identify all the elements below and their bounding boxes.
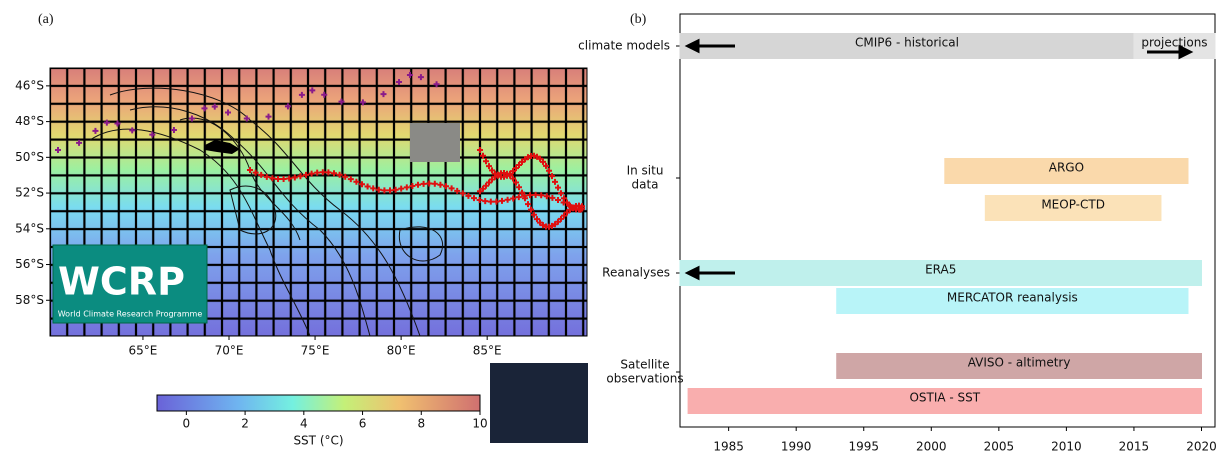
colorbar-tick-label: 0 [183,417,191,431]
y-tick-label: 52°S [15,186,44,200]
colorbar-label: SST (°C) [293,434,343,448]
bar-label: ARGO [1049,161,1084,175]
x-tick-label: 80°E [387,344,416,358]
logo-subtitle: World Climate Research Programme [58,310,203,319]
copernicus-image [490,363,588,443]
x-tick-label: 1995 [848,440,879,454]
group-label: observations [606,372,683,386]
x-tick-label: 75°E [301,344,330,358]
x-tick-label: 65°E [129,344,158,358]
logo-title: WCRP [58,260,185,304]
colorbar-tick-label: 2 [241,417,249,431]
colorbar-tick-label: 10 [472,417,487,431]
figure: (a) (b) WCRP World Climate Research Prog… [0,0,1218,455]
timeline: 1985 1990 1995 2000 2005 2010 2015 2020 climate … [578,14,1217,454]
x-tick-label: 1990 [781,440,812,454]
group-label: In situ [627,164,664,178]
bar-label: MEOP-CTD [1041,198,1105,212]
x-tick-label: 2020 [1186,440,1217,454]
panel-label: (a) [38,12,54,27]
seal-photo [410,123,460,162]
group-label: Satellite [620,358,669,372]
x-tick-label: 2015 [1119,440,1150,454]
bar-label: CMIP6 - historical [855,36,959,50]
colorbar-tick-label: 8 [417,417,425,431]
x-tick-label: 70°E [215,344,244,358]
y-tick-label: 46°S [15,78,44,92]
x-tick-label: 85°E [473,344,502,358]
colorbar-tick-label: 6 [359,417,367,431]
y-tick-label: 54°S [15,221,44,235]
x-tick-label: 2005 [984,440,1015,454]
y-tick-label: 50°S [15,150,44,164]
group-label: climate models [578,39,670,53]
group-label: data [631,178,658,192]
y-tick-label: 48°S [15,114,44,128]
y-tick-label: 58°S [15,293,44,307]
bar-label: OSTIA - SST [909,391,980,405]
colorbar-tick-label: 4 [300,417,308,431]
x-tick-label: 1985 [713,440,744,454]
bar-label: projections [1141,36,1207,50]
panel-label: (b) [630,12,647,27]
bar-label: MERCATOR reanalysis [947,291,1078,305]
x-tick-label: 2010 [1051,440,1082,454]
colorbar [157,395,480,411]
y-tick-label: 56°S [15,257,44,271]
group-label: Reanalyses [602,266,670,280]
bar-label: AVISO - altimetry [968,356,1071,370]
bar-label: ERA5 [925,263,956,277]
map: WCRP World Climate Research Programme 65… [15,68,588,448]
x-tick-label: 2000 [916,440,947,454]
